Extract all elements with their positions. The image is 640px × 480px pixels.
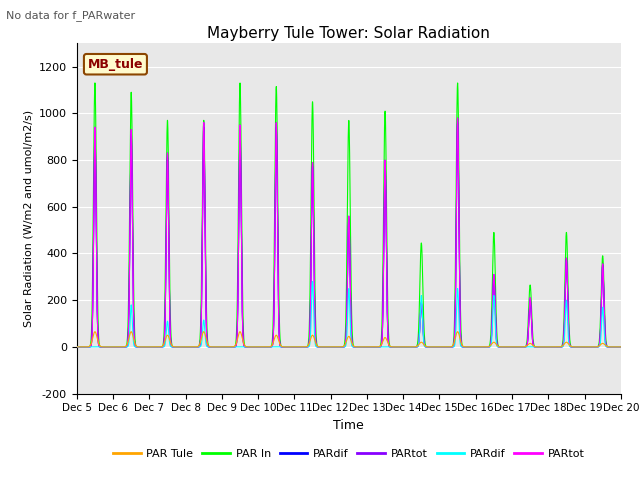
X-axis label: Time: Time — [333, 419, 364, 432]
Legend: PAR Tule, PAR In, PARdif, PARtot, PARdif, PARtot: PAR Tule, PAR In, PARdif, PARtot, PARdif… — [109, 444, 589, 464]
Y-axis label: Solar Radiation (W/m2 and umol/m2/s): Solar Radiation (W/m2 and umol/m2/s) — [24, 110, 33, 327]
Text: MB_tule: MB_tule — [88, 58, 143, 71]
Text: No data for f_PARwater: No data for f_PARwater — [6, 10, 136, 21]
Title: Mayberry Tule Tower: Solar Radiation: Mayberry Tule Tower: Solar Radiation — [207, 25, 490, 41]
